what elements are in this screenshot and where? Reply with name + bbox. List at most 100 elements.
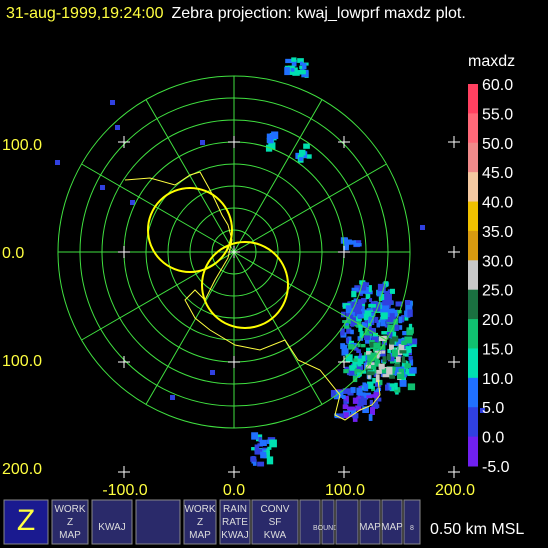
echo: [357, 336, 364, 341]
echo: [271, 131, 279, 140]
grid-cross: [338, 246, 350, 258]
button-face: [381, 499, 403, 545]
echo: [407, 371, 416, 377]
toolbar-button[interactable]: KWAJ: [91, 499, 133, 545]
echo: [352, 413, 359, 419]
echo: [389, 288, 395, 294]
button-label: MAP: [189, 530, 211, 541]
echo: [100, 185, 105, 190]
echo: [365, 364, 371, 369]
y-axis-label: 100.0: [2, 353, 42, 370]
button-label: MAP: [59, 530, 81, 541]
echo: [407, 383, 416, 391]
echo: [345, 337, 349, 344]
echo: [357, 372, 361, 378]
toolbar-button[interactable]: Z: [3, 499, 49, 545]
echo: [356, 365, 363, 371]
echo: [404, 336, 413, 344]
echo: [382, 374, 391, 378]
colorbar-label: 50.0: [482, 136, 513, 153]
echo: [352, 397, 359, 404]
echo: [357, 401, 364, 407]
echo: [395, 347, 403, 356]
toolbar-button[interactable]: WORK Z MAP: [183, 499, 217, 545]
echo: [341, 348, 349, 356]
echo: [362, 406, 369, 414]
echo: [115, 125, 120, 130]
echo: [378, 302, 384, 307]
y-axis-label: 200.0: [2, 461, 42, 478]
button-face: [359, 499, 381, 545]
toolbar-button[interactable]: BOUNDS: [313, 499, 343, 545]
colorbar-segment: [468, 377, 478, 408]
echo: [359, 292, 363, 296]
echo: [364, 290, 373, 295]
echo: [368, 298, 373, 303]
grid-cross: [448, 246, 460, 258]
timestamp: 31-aug-1999,19:24:00: [6, 5, 164, 22]
echo: [362, 310, 370, 319]
toolbar-button[interactable]: [335, 499, 359, 545]
echo: [351, 312, 359, 319]
echo: [342, 404, 349, 410]
echo: [306, 154, 312, 159]
toolbar-button[interactable]: WORK Z MAP: [51, 499, 89, 545]
grid-cross: [228, 356, 240, 368]
echo: [345, 354, 353, 363]
echo: [343, 395, 349, 403]
toolbar-button[interactable]: RAIN RATE KWAJ: [219, 499, 251, 545]
echo: [373, 304, 381, 312]
grid-cross: [118, 246, 130, 258]
colorbar-label: 30.0: [482, 253, 513, 270]
echo: [367, 374, 371, 379]
echo: [389, 374, 395, 379]
echo: [373, 373, 378, 377]
echo: [371, 335, 379, 344]
echo: [364, 335, 370, 341]
echo: [377, 346, 383, 350]
echo: [406, 329, 413, 336]
echo: [400, 338, 406, 342]
spoke: [81, 251, 235, 341]
echo: [298, 69, 306, 75]
echo: [408, 323, 413, 331]
echo: [347, 336, 352, 342]
echo: [351, 287, 359, 291]
button-label: BOUNDS: [313, 525, 343, 532]
echo: [402, 331, 407, 336]
echo: [376, 320, 381, 328]
echo: [251, 432, 259, 440]
echo: [380, 293, 387, 299]
echo: [210, 370, 215, 375]
echo: [395, 366, 399, 373]
echo: [287, 70, 294, 75]
echo: [353, 243, 362, 247]
grid-cross: [338, 356, 350, 368]
echo: [394, 382, 398, 390]
toolbar-button[interactable]: [135, 499, 181, 545]
button-label: KWAJ: [98, 522, 125, 533]
x-axis-label: 200.0: [435, 482, 475, 499]
echo: [398, 344, 405, 350]
toolbar-button[interactable]: [299, 499, 321, 545]
echo: [381, 331, 388, 335]
toolbar-button[interactable]: 8: [403, 499, 421, 545]
echo: [370, 352, 377, 361]
echo: [346, 327, 352, 334]
spoke: [233, 99, 323, 253]
echo: [380, 312, 388, 320]
colorbar-label: 60.0: [482, 77, 513, 94]
echo: [346, 370, 355, 376]
echo: [354, 369, 361, 375]
toolbar-button[interactable]: MAP: [381, 499, 403, 545]
toolbar-button[interactable]: CONV SF KWA: [251, 499, 299, 545]
echo: [381, 350, 386, 354]
echo: [200, 140, 205, 145]
echo: [405, 368, 411, 375]
echo: [357, 343, 361, 348]
echo: [377, 283, 386, 292]
colorbar-segment: [468, 84, 478, 114]
toolbar-button[interactable]: MAP: [359, 499, 381, 545]
button-label: Z: [17, 504, 35, 537]
echo: [358, 299, 365, 304]
